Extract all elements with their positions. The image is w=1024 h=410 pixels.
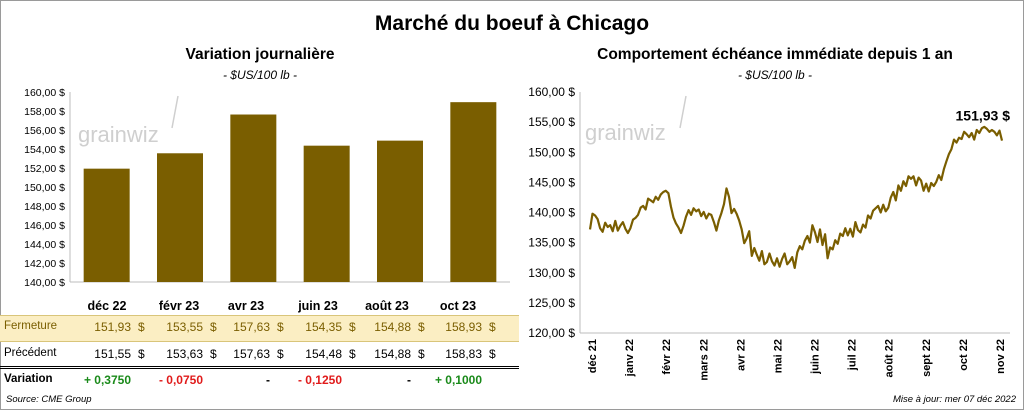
table-cell: 153,63 [166,347,203,361]
line-chart-title: Comportement échéance immédiate depuis 1… [597,46,953,63]
table-row-label: Précédent [4,347,57,359]
table-cell-unit: $ [349,320,356,334]
table-cell-unit: $ [138,347,145,361]
line-y-tick-label: 125,00 $ [528,296,575,310]
table-divider [0,366,519,369]
table-cell-unit: $ [418,347,425,361]
bar-4 [377,140,423,282]
table-col-header: févr 23 [158,299,200,313]
table-cell: 157,63 [233,320,270,334]
line-x-tick-label: avr 22 [735,339,747,371]
table-cell: + 0,1000 [434,373,482,387]
table-cell: + 0,3750 [83,373,131,387]
table-cell: 158,83 [445,347,482,361]
update-note: Mise à jour: mer 07 déc 2022 [892,394,1016,405]
bar-y-tick-label: 140,00 $ [24,277,65,289]
bar-chart-title: Variation journalière [185,46,335,63]
table-row-label: Variation [4,373,53,385]
table-cell-unit: $ [277,320,284,334]
table-col-header: déc 22 [87,299,127,313]
table-cell: 154,48 [305,347,342,361]
table-cell: 154,88 [374,320,411,334]
line-y-tick-label: 160,00 $ [528,85,575,99]
line-y-tick-label: 150,00 $ [528,145,575,159]
line-y-tick-label: 155,00 $ [528,115,575,129]
table-cell: 154,88 [374,347,411,361]
table-cell-unit: $ [418,320,425,334]
line-chart-watermark: grainwiz [585,120,666,145]
table-cell-unit: $ [210,347,217,361]
table-cell: 151,55 [94,347,131,361]
table-cell: 151,93 [94,320,131,334]
line-x-tick-label: déc 21 [587,339,599,373]
line-x-tick-label: nov 22 [995,339,1007,374]
bar-y-tick-label: 148,00 $ [24,201,65,213]
table-cell: 154,35 [305,320,342,334]
table-col-header: juin 23 [298,299,338,313]
line-x-tick-label: juin 22 [810,339,822,375]
bar-3 [303,145,350,282]
line-y-tick-label: 135,00 $ [528,236,575,250]
line-y-tick-label: 130,00 $ [528,266,575,280]
last-price-label: 151,93 $ [956,108,1011,124]
price-line [588,125,1004,269]
table-col-header: oct 23 [439,299,477,313]
line-x-tick-label: mars 22 [698,339,710,381]
bar-y-tick-label: 146,00 $ [24,220,65,232]
bar-y-tick-label: 150,00 $ [24,182,65,194]
line-y-tick-label: 145,00 $ [528,175,575,189]
main-title: Marché du boeuf à Chicago [374,12,650,35]
bar-0 [83,168,130,282]
bar-y-tick-label: 156,00 $ [24,125,65,137]
bar-chart-watermark: grainwiz [78,122,159,147]
table-cell-unit: $ [210,320,217,334]
bar-y-tick-label: 144,00 $ [24,239,65,251]
table-cell-unit: $ [489,347,496,361]
table-cell: - 0,1250 [297,373,342,387]
bar-2 [230,114,277,282]
table-row-label: Fermeture [4,320,58,332]
line-x-tick-label: janv 22 [624,339,636,377]
line-x-tick-label: sept 22 [921,339,933,377]
bar-y-tick-label: 154,00 $ [24,144,65,156]
bar-y-tick-label: 160,00 $ [24,87,65,99]
table-cell-unit: $ [138,320,145,334]
line-x-tick-label: févr 22 [661,339,673,374]
bar-y-tick-label: 158,00 $ [24,106,65,118]
bar-chart-subtitle: - $US/100 lb - [222,68,298,82]
table-cell: - 0,0750 [158,373,203,387]
line-x-tick-label: juil 22 [847,339,859,371]
table-col-header: avr 23 [227,299,265,313]
table-col-header: août 23 [365,299,409,313]
line-y-tick-label: 120,00 $ [528,326,575,340]
table-cell: - [407,373,411,387]
table-cell: - [266,373,270,387]
bar-chart: grainwiz 140,00 $ 142,00 $ 144,00 $ 146,00 $… [24,87,510,289]
table-cell: 157,63 [233,347,270,361]
table-cell-unit: $ [489,320,496,334]
source-note: Source: CME Group [6,394,92,405]
table-cell-unit: $ [349,347,356,361]
bar-watermark-mark [171,95,179,129]
line-chart-subtitle: - $US/100 lb - [737,68,813,82]
line-x-tick-label: août 22 [884,339,896,378]
line-watermark-mark [679,95,687,129]
bar-1 [157,153,203,282]
table-cell: 158,93 [445,320,482,334]
bar-y-tick-label: 152,00 $ [24,163,65,175]
line-chart: grainwiz 120,00 $ 125,00 $ 130,00 $ 135,00 $… [528,85,1011,381]
table-cell: 153,55 [166,320,203,334]
line-x-tick-label: oct 22 [958,339,970,371]
bar-y-tick-label: 142,00 $ [24,258,65,270]
fermeture-row-band [0,315,519,342]
line-x-tick-label: mai 22 [772,339,784,373]
line-y-tick-label: 140,00 $ [528,206,575,220]
bar-5 [450,102,497,282]
table-cell-unit: $ [277,347,284,361]
